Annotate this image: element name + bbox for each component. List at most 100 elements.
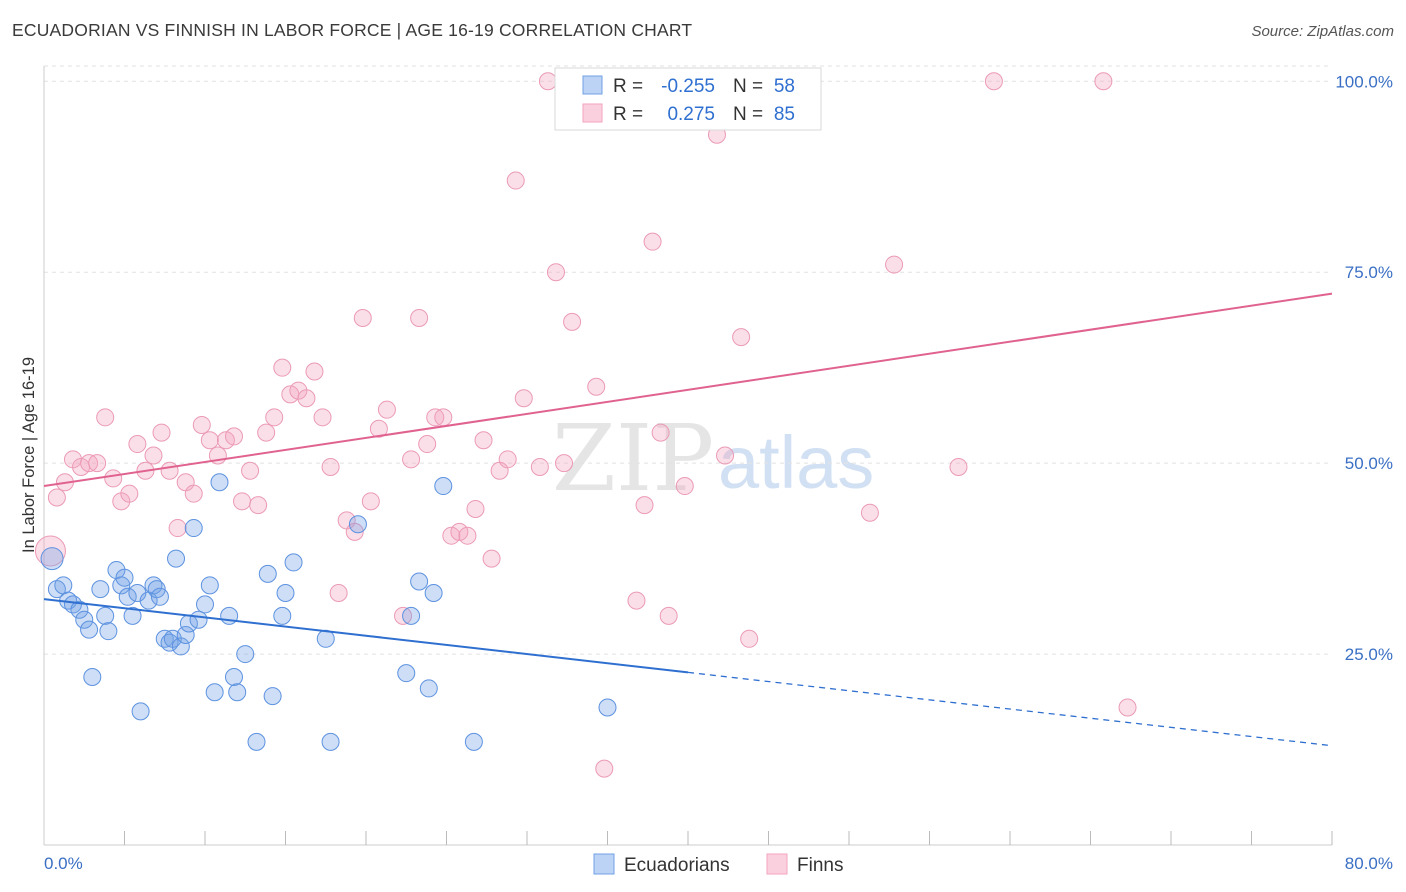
legend-n-label-2: N = — [733, 104, 763, 125]
finns-point — [168, 519, 187, 538]
ecuadorians-point — [176, 625, 195, 644]
finns-point — [984, 72, 1003, 91]
y-tick-label-3: 100.0% — [1335, 72, 1393, 91]
finns-point — [257, 423, 276, 442]
legend-ecuadorians-label: Ecuadorians — [624, 855, 730, 876]
finns-point — [466, 499, 485, 518]
finns-point — [587, 377, 606, 396]
ecuadorians-point — [210, 473, 229, 492]
finns-point — [265, 408, 284, 427]
series-legend: Ecuadorians Finns — [593, 853, 843, 876]
ecuadorians-point — [276, 583, 295, 602]
finns-point — [321, 457, 340, 476]
ecuadorians-point — [419, 679, 438, 698]
finns-point — [740, 629, 759, 648]
ecuadorians-point — [99, 622, 118, 641]
ecuadorians-point — [131, 702, 150, 721]
ecuadorians-point — [273, 606, 292, 625]
finns-point — [546, 263, 565, 282]
finns-point — [627, 591, 646, 610]
ecuadorians-point — [54, 576, 73, 595]
finns-point — [418, 435, 437, 454]
ecuadorians-point — [247, 732, 266, 751]
legend-r-label-1: R = — [613, 76, 643, 97]
finns-point — [949, 457, 968, 476]
ecuadorians-point — [598, 698, 617, 717]
legend-finns-swatch — [766, 853, 788, 875]
finns-point — [361, 492, 380, 511]
ecuadorians-point — [464, 732, 483, 751]
ecuadorians-point — [424, 583, 443, 602]
y-tick-label-2: 75.0% — [1345, 263, 1393, 282]
ecuadorians-point — [224, 667, 243, 686]
finns-point — [377, 400, 396, 419]
finns-point — [860, 503, 879, 522]
finns-point — [635, 496, 654, 515]
ecuadorians-point — [96, 606, 115, 625]
watermark-zip: ZIP — [552, 405, 714, 512]
ecuadorians-point — [258, 564, 277, 583]
legend-r-value-2: 0.275 — [667, 104, 715, 125]
legend-r-label-2: R = — [613, 104, 643, 125]
finns-point — [305, 362, 324, 381]
finns-point — [402, 450, 421, 469]
ecuadorians-point — [284, 553, 303, 572]
ecuadorians-point — [196, 595, 214, 614]
ecuadorians-point — [316, 629, 335, 648]
finns-point — [1094, 72, 1113, 91]
finns-point — [643, 232, 662, 251]
ecuadorians-point — [410, 572, 429, 591]
finns-point — [1118, 698, 1137, 717]
watermark-atlas: atlas — [718, 421, 874, 504]
legend-n-value-1: 58 — [774, 76, 795, 97]
ecuadorians-point — [236, 645, 255, 664]
finns-point — [353, 309, 372, 328]
finns-point — [410, 309, 429, 328]
y-tick-label-0: 25.0% — [1345, 645, 1393, 664]
finns-trend-line — [43, 292, 1333, 488]
finns-point — [716, 446, 735, 465]
finns-swatch — [582, 103, 603, 123]
finns-point — [659, 606, 678, 625]
finns-point — [120, 484, 139, 503]
ecuadorians-point — [167, 549, 186, 568]
ecuadorians-point — [189, 610, 208, 629]
ecuadorians-point — [91, 580, 110, 599]
legend-n-label-1: N = — [733, 76, 763, 97]
ecuadorians-point — [321, 732, 340, 751]
ecuadorians-trend-line — [43, 598, 689, 674]
ecuadorians-point — [40, 547, 64, 571]
ecuadorians-point — [83, 667, 102, 686]
finns-point — [192, 415, 211, 434]
finns-point — [160, 461, 179, 480]
ecuadorians-point — [263, 687, 282, 706]
finns-point — [538, 72, 557, 91]
finns-point — [88, 454, 107, 473]
ecuadorians-point — [150, 587, 169, 606]
finns-point — [233, 492, 252, 511]
finns-point — [514, 389, 533, 408]
finns-point — [47, 488, 66, 507]
finns-point — [474, 431, 493, 450]
ecuadorians-points — [40, 473, 617, 751]
legend-finns-label: Finns — [797, 855, 843, 876]
finns-point — [329, 583, 348, 602]
finns-point — [313, 408, 332, 427]
ecuadorians-point — [434, 477, 453, 496]
ecuadorians-point — [200, 576, 219, 595]
finns-point — [555, 454, 574, 473]
finns-point — [651, 423, 670, 442]
finns-point — [530, 457, 549, 476]
ecuadorians-point — [115, 568, 134, 587]
ecuadorians-point — [123, 606, 142, 625]
ecuadorians-point — [228, 683, 247, 702]
finns-point — [434, 408, 453, 427]
finns-point — [297, 389, 316, 408]
finns-point — [885, 255, 904, 274]
ecuadorians-point — [70, 600, 89, 619]
ecuadorians-trend-extension — [687, 671, 1333, 747]
finns-point — [498, 450, 517, 469]
stats-legend: R = -0.255 N = 58 R = 0.275 N = 85 — [554, 67, 822, 131]
finns-point — [506, 171, 525, 190]
